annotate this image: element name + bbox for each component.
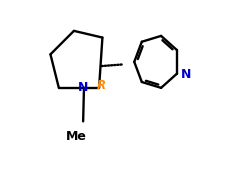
Text: Me: Me xyxy=(66,130,87,143)
Text: R: R xyxy=(97,79,106,92)
Text: N: N xyxy=(181,68,192,81)
Text: N: N xyxy=(78,80,88,93)
